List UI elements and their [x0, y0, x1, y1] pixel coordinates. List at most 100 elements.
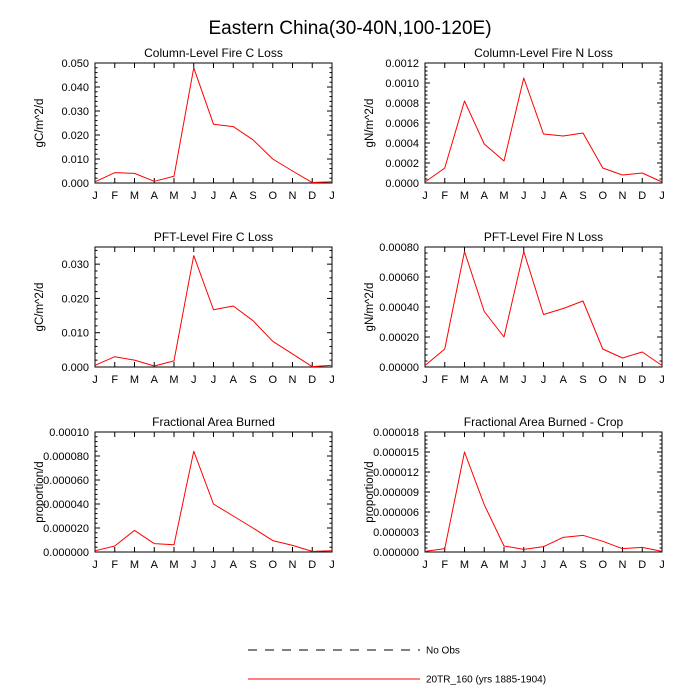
plot-frame	[94, 246, 333, 368]
x-tick-label: M	[499, 559, 508, 571]
x-tick-label: F	[441, 559, 448, 571]
y-tick-label: 0.0004	[385, 138, 419, 150]
panel-title: PFT-Level Fire C Loss	[154, 230, 273, 244]
x-tick-label: O	[598, 190, 607, 202]
x-tick-label: J	[422, 374, 428, 386]
y-tick-label: 0.00020	[379, 332, 419, 344]
x-tick-label: M	[499, 190, 508, 202]
x-tick-label: S	[579, 559, 586, 571]
x-tick-label: J	[659, 374, 665, 386]
x-tick-label: N	[619, 374, 627, 386]
y-tick-label: 0.000040	[43, 499, 89, 511]
y-tick-label: 0.0012	[385, 58, 419, 70]
x-tick-label: J	[191, 374, 197, 386]
x-tick-label: J	[329, 374, 335, 386]
y-tick-label: 0.000000	[373, 547, 419, 559]
x-tick-label: D	[638, 374, 646, 386]
y-tick-label: 0.030	[61, 259, 89, 271]
y-axis-label: proportion/d	[364, 461, 376, 522]
x-tick-label: O	[268, 374, 277, 386]
x-tick-label: J	[211, 559, 217, 571]
plot-frame	[424, 431, 663, 553]
x-tick-label: J	[422, 559, 428, 571]
y-axis-label: gC/m^2/d	[34, 99, 46, 148]
x-tick-label: J	[422, 190, 428, 202]
x-tick-label: N	[619, 559, 627, 571]
x-tick-label: M	[130, 190, 139, 202]
y-tick-label: 0.010	[61, 154, 89, 166]
series-line-20tr-160	[94, 450, 333, 552]
x-tick-label: M	[499, 374, 508, 386]
panel-title: PFT-Level Fire N Loss	[484, 230, 603, 244]
x-tick-label: O	[598, 559, 607, 571]
x-tick-label: A	[151, 190, 159, 202]
x-tick-label: M	[169, 374, 178, 386]
x-tick-label: O	[268, 559, 277, 571]
panel-title: Column-Level Fire N Loss	[474, 46, 613, 60]
x-tick-label: N	[289, 559, 297, 571]
y-tick-label: 0.000009	[373, 487, 419, 499]
y-tick-label: 0.000018	[373, 427, 419, 439]
x-tick-label: A	[230, 559, 238, 571]
x-tick-label: A	[560, 190, 568, 202]
x-tick-label: J	[191, 559, 197, 571]
x-tick-label: S	[249, 559, 256, 571]
y-tick-label: 0.00060	[379, 272, 419, 284]
series-line-20tr-160	[424, 451, 663, 552]
x-tick-label: M	[130, 374, 139, 386]
x-tick-label: J	[211, 190, 217, 202]
y-axis-label: gN/m^2/d	[364, 99, 376, 148]
x-tick-label: M	[130, 559, 139, 571]
y-tick-label: 0.000	[61, 362, 89, 374]
y-tick-label: 0.000000	[43, 547, 89, 559]
legend-label-no-obs: No Obs	[426, 646, 460, 657]
y-tick-label: 0.0010	[385, 78, 419, 90]
y-tick-label: 0.0000	[385, 178, 419, 190]
x-tick-label: M	[169, 190, 178, 202]
y-tick-label: 0.040	[61, 82, 89, 94]
x-tick-label: J	[211, 374, 217, 386]
y-tick-label: 0.000080	[43, 451, 89, 463]
x-tick-label: A	[151, 559, 159, 571]
x-tick-label: S	[249, 190, 256, 202]
y-tick-label: 0.000	[61, 178, 89, 190]
y-tick-label: 0.000060	[43, 475, 89, 487]
x-tick-label: J	[521, 190, 527, 202]
panel-title: Fractional Area Burned	[152, 415, 275, 429]
panel-title: Fractional Area Burned - Crop	[464, 415, 624, 429]
x-tick-label: A	[230, 190, 238, 202]
y-tick-label: 0.000020	[43, 523, 89, 535]
x-tick-label: M	[169, 559, 178, 571]
x-tick-label: S	[249, 374, 256, 386]
x-tick-label: N	[289, 190, 297, 202]
y-tick-label: 0.020	[61, 130, 89, 142]
x-tick-label: J	[92, 559, 98, 571]
panel-6: Fractional Area Burned - Crop proportion/…	[364, 415, 665, 571]
x-tick-label: J	[541, 374, 547, 386]
x-tick-label: J	[521, 559, 527, 571]
legend-item-no-obs: No Obs	[248, 646, 460, 657]
x-tick-label: A	[481, 190, 489, 202]
y-tick-label: 0.000006	[373, 507, 419, 519]
y-tick-label: 0.010	[61, 328, 89, 340]
y-tick-label: 0.00010	[49, 427, 89, 439]
legend-item-20tr-160: 20TR_160 (yrs 1885-1904)	[248, 675, 546, 686]
x-tick-label: A	[230, 374, 238, 386]
x-tick-label: D	[638, 559, 646, 571]
x-tick-label: J	[329, 559, 335, 571]
x-tick-label: A	[560, 374, 568, 386]
y-tick-label: 0.00040	[379, 302, 419, 314]
y-tick-label: 0.000012	[373, 467, 419, 479]
x-tick-label: O	[598, 374, 607, 386]
series-line-20tr-160	[94, 67, 333, 184]
x-tick-label: N	[619, 190, 627, 202]
series-line-20tr-160	[424, 77, 663, 183]
series-line-20tr-160	[424, 251, 663, 366]
x-tick-label: J	[191, 190, 197, 202]
